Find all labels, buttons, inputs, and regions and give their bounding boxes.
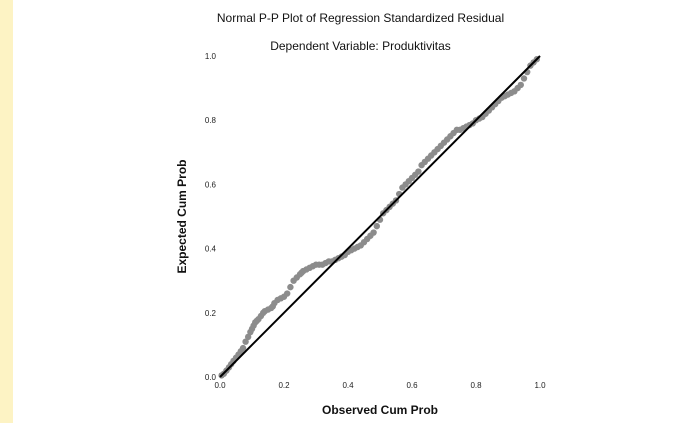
y-tick-label: 0.4 — [205, 245, 217, 254]
y-axis-label: Expected Cum Prob — [175, 159, 189, 273]
y-tick-label: 1.0 — [205, 52, 217, 61]
x-axis-ticks: 0.0 0.2 0.4 0.6 0.8 1.0 — [214, 381, 546, 390]
x-tick-label: 0.2 — [278, 381, 290, 390]
x-tick-label: 0.6 — [406, 381, 418, 390]
chart-subtitle: Dependent Variable: Produktivitas — [270, 39, 451, 53]
x-tick-label: 0.0 — [214, 381, 226, 390]
y-axis-ticks: 0.0 0.2 0.4 0.6 0.8 1.0 — [205, 52, 217, 382]
y-tick-label: 0.0 — [205, 373, 217, 382]
x-tick-label: 1.0 — [534, 381, 546, 390]
y-tick-label: 0.6 — [205, 180, 217, 189]
data-point — [373, 222, 380, 230]
data-point — [242, 338, 249, 345]
data-point — [370, 229, 377, 236]
x-axis-label: Observed Cum Prob — [322, 403, 438, 417]
data-point — [520, 75, 528, 82]
x-tick-label: 0.8 — [470, 381, 482, 390]
x-tick-label: 0.4 — [342, 381, 354, 390]
reference-line — [219, 55, 541, 378]
chart-title: Normal P-P Plot of Regression Standardiz… — [216, 11, 505, 25]
data-point — [517, 81, 524, 89]
left-edge-strip — [0, 0, 13, 423]
y-tick-label: 0.2 — [205, 309, 217, 318]
data-point — [284, 290, 291, 297]
data-point — [415, 168, 422, 175]
data-point — [287, 283, 294, 291]
y-tick-label: 0.8 — [205, 116, 217, 125]
data-point — [239, 344, 247, 352]
data-point — [244, 333, 252, 341]
